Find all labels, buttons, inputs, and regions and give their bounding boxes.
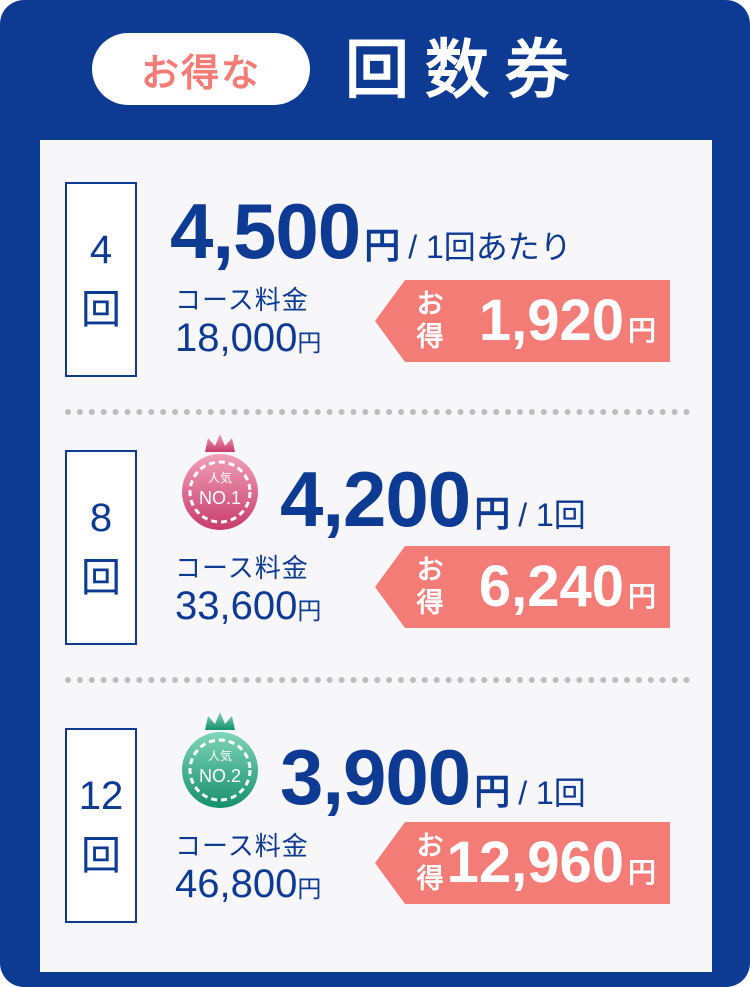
saving-amount: 6,240 [478,554,624,619]
popular-no1-badge: 人気 NO.1 [182,434,258,530]
course-label: コース料金 [175,831,309,861]
price-per-visit: 3,900 円/ 1回 [280,732,586,823]
course-amount: 18,000 [175,316,298,360]
otoku-label: お得 [416,289,444,352]
otoku-label: お得 [416,831,444,894]
course-amount: 46,800 [175,862,298,906]
count: 8 [89,495,113,540]
price: 3,900 [280,733,471,821]
badge-text: NO.2 [199,766,241,786]
per-visit: / 1回 [518,775,586,811]
course-fee: コース料金 46,800円 [175,831,321,913]
yen: 円 [474,771,511,812]
count-unit: 回 [81,833,121,878]
yen: 円 [364,225,401,266]
divider [65,677,690,683]
badge-top-text: 人気 [208,748,232,763]
course-label: コース料金 [175,285,309,315]
count-unit: 回 [81,287,121,332]
saving-amount: 12,960 [446,830,624,895]
otoku-label: お得 [416,555,444,618]
yen: 円 [297,598,322,625]
yen: 円 [474,493,511,534]
yen: 円 [627,857,656,888]
per-visit: / 1回あたり [408,229,572,265]
badge-text: NO.1 [199,488,241,508]
saving-tag: お得 6,240 円 [375,546,670,628]
course-amount: 33,600 [175,584,298,628]
price: 4,200 [280,455,471,543]
price-per-visit: 4,500 円/ 1回あたり [170,186,572,277]
saving-amount: 1,920 [478,288,624,353]
yen: 円 [627,581,656,612]
plan-row-12: 12 回 人気 NO.2 3,900 円/ 1回 コース料金 46,800円 お得 12… [40,686,712,923]
course-label: コース料金 [175,553,309,583]
divider [65,409,690,415]
page-title: 回数券 [345,34,585,106]
count-unit: 回 [81,555,121,600]
count-box: 12 回 [65,728,137,923]
deal-pill: お得な [92,33,310,105]
yen: 円 [627,315,656,346]
popular-no2-badge: 人気 NO.2 [182,712,258,808]
saving-tag: お得 1,920 円 [375,280,670,362]
badge-top-text: 人気 [208,470,232,485]
price: 4,500 [170,187,361,275]
yen: 円 [297,330,322,357]
course-fee: コース料金 18,000円 [175,285,321,367]
count: 4 [89,227,113,272]
yen: 円 [297,876,322,903]
saving-tag: お得 12,960 円 [375,822,670,904]
per-visit: / 1回 [518,497,586,533]
price-per-visit: 4,200 円/ 1回 [280,454,586,545]
count: 12 [78,773,124,818]
course-fee: コース料金 33,600円 [175,553,321,635]
